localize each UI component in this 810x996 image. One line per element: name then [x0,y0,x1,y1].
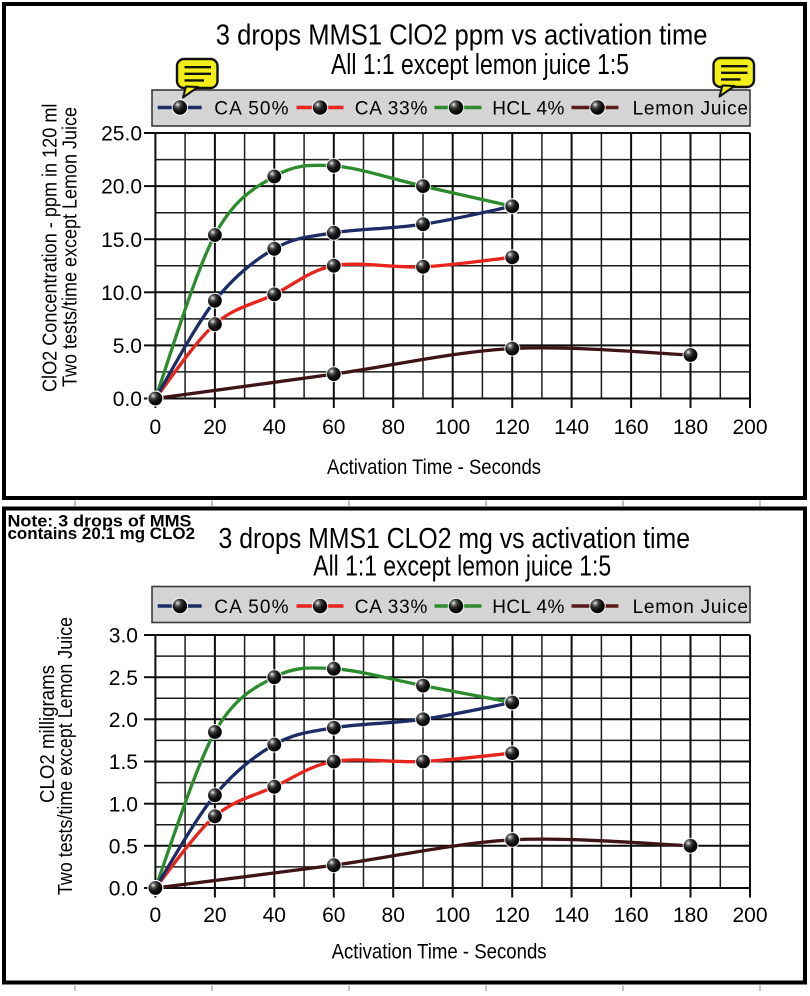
svg-text:0.0: 0.0 [109,878,138,901]
svg-text:200: 200 [732,904,767,927]
svg-text:120: 120 [495,416,530,439]
svg-text:Two tests/time except Lemon Ju: Two tests/time except Lemon Juice [55,617,77,895]
svg-text:180: 180 [673,416,708,439]
svg-text:120: 120 [495,904,530,927]
svg-text:100: 100 [435,904,470,927]
svg-text:140: 140 [554,904,589,927]
svg-text:3 drops MMS1 CLO2 mg vs activa: 3 drops MMS1 CLO2 mg vs activation time [219,523,691,555]
svg-text:Activation Time - Seconds: Activation Time - Seconds [327,456,541,479]
svg-text:140: 140 [554,416,589,439]
svg-text:CLO2 milligrams: CLO2 milligrams [37,665,59,803]
svg-text:0: 0 [150,416,162,439]
svg-text:Lemon Juice: Lemon Juice [633,597,748,618]
svg-text:3 drops MMS1 ClO2 ppm vs activ: 3 drops MMS1 ClO2 ppm vs activation time [216,20,708,52]
svg-text:Two tests/time except Lemon Ju: Two tests/time except Lemon Juice [60,107,82,387]
svg-text:40: 40 [263,904,286,927]
svg-text:180: 180 [673,904,708,927]
svg-text:Note: 3 drops of MMS: Note: 3 drops of MMS [8,512,192,530]
svg-text:5.0: 5.0 [113,335,142,358]
svg-text:60: 60 [322,416,345,439]
svg-text:1.0: 1.0 [109,793,138,816]
svg-text:CA 33%: CA 33% [355,597,428,618]
svg-text:0.5: 0.5 [109,835,138,858]
svg-text:10.0: 10.0 [101,282,142,305]
svg-text:CA 33%: CA 33% [355,98,428,119]
svg-text:80: 80 [382,416,405,439]
svg-text:contains 20.1 mg CLO2: contains 20.1 mg CLO2 [8,525,196,543]
svg-text:160: 160 [614,416,649,439]
svg-text:20: 20 [203,904,226,927]
svg-text:0.0: 0.0 [113,388,142,411]
svg-text:CA 50%: CA 50% [214,98,288,119]
svg-text:ClO2 Concentration - ppm in 12: ClO2 Concentration - ppm in 120 ml [40,104,62,392]
svg-text:2.0: 2.0 [109,709,138,732]
svg-text:HCL 4%: HCL 4% [492,98,564,119]
svg-text:40: 40 [263,416,286,439]
svg-text:0: 0 [150,904,162,927]
svg-text:80: 80 [382,904,405,927]
svg-text:60: 60 [322,904,345,927]
svg-text:160: 160 [614,904,649,927]
svg-text:CA 50%: CA 50% [214,597,288,618]
svg-text:25.0: 25.0 [101,123,142,146]
svg-text:3.0: 3.0 [109,625,138,648]
svg-text:100: 100 [435,416,470,439]
svg-text:20.0: 20.0 [101,176,142,199]
svg-text:2.5: 2.5 [109,667,138,690]
svg-text:Lemon Juice: Lemon Juice [633,98,748,119]
svg-text:15.0: 15.0 [101,229,142,252]
svg-text:HCL 4%: HCL 4% [492,597,564,618]
svg-text:Activation Time - Seconds: Activation Time - Seconds [332,941,547,964]
svg-text:1.5: 1.5 [109,751,138,774]
svg-text:200: 200 [732,416,767,439]
svg-text:All 1:1 except lemon juice 1:5: All 1:1 except lemon juice 1:5 [313,551,611,583]
svg-text:20: 20 [203,416,226,439]
svg-text:All 1:1 except lemon juice 1:5: All 1:1 except lemon juice 1:5 [331,49,629,81]
